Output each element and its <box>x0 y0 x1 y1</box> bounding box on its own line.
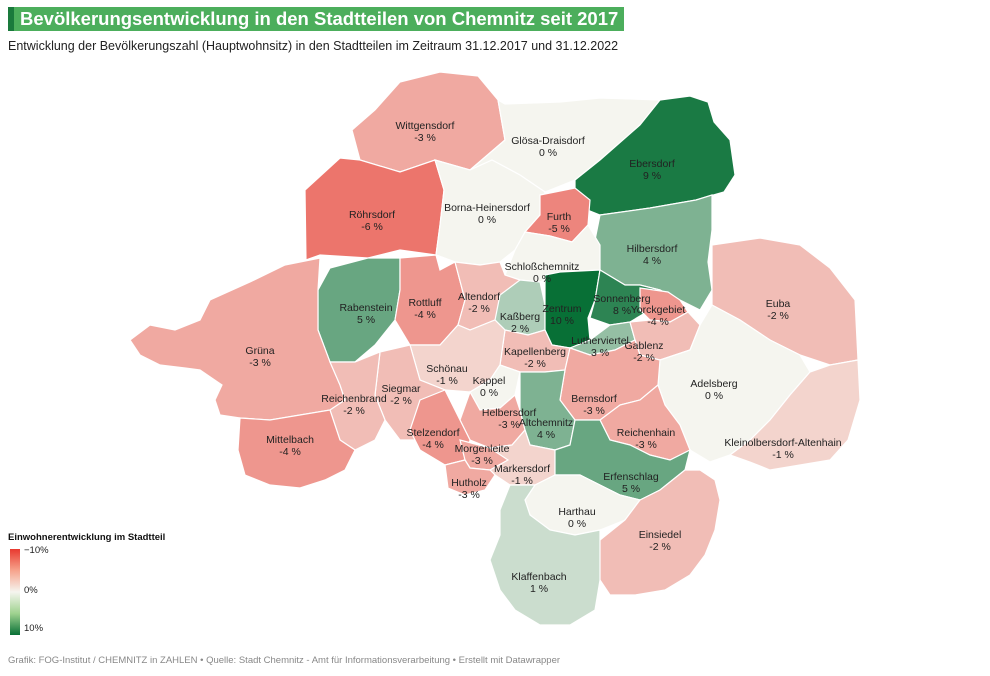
legend-title: Einwohnerentwicklung im Stadtteil <box>8 532 166 543</box>
district-value-kapellenberg: -2 % <box>524 358 546 370</box>
district-label-adelsberg: Adelsberg <box>690 378 737 390</box>
district-value-rottluff: -4 % <box>414 309 436 321</box>
district-value-mittelbach: -4 % <box>279 446 301 458</box>
district-label-borna-heinersdorf: Borna-Heinersdorf <box>444 202 530 214</box>
district-value-gablenz: -2 % <box>633 352 655 364</box>
district-mittelbach[interactable] <box>237 409 356 489</box>
district-value-furth: -5 % <box>548 223 570 235</box>
district-klaffenbach[interactable] <box>489 484 601 626</box>
district-label-lutherviertel: Lutherviertel <box>571 335 629 347</box>
district-value-helbersdorf: -3 % <box>498 419 520 431</box>
district-label-helbersdorf: Helbersdorf <box>482 407 536 419</box>
district-label-einsiedel: Einsiedel <box>639 529 682 541</box>
district-label-gloesa-draisdorf: Glösa-Draisdorf <box>511 135 585 147</box>
district-value-hilbersdorf: 4 % <box>643 255 661 267</box>
district-value-schoenau: -1 % <box>436 375 458 387</box>
district-label-erfenschlag: Erfenschlag <box>603 471 659 483</box>
district-value-harthau: 0 % <box>568 518 586 530</box>
district-label-markersdorf: Markersdorf <box>494 463 550 475</box>
district-label-furth: Furth <box>547 211 572 223</box>
district-label-reichenbrand: Reichenbrand <box>321 393 387 405</box>
legend: Einwohnerentwicklung im Stadtteil −10% 0… <box>8 532 208 635</box>
district-label-klaffenbach: Klaffenbach <box>511 571 566 583</box>
district-hutholz[interactable] <box>444 459 496 496</box>
district-label-schlosschemnitz: Schloßchemnitz <box>505 261 580 273</box>
district-gruena[interactable] <box>129 257 346 421</box>
district-value-wittgensdorf: -3 % <box>414 132 436 144</box>
district-label-rabenstein: Rabenstein <box>339 302 392 314</box>
district-label-sonnenberg: Sonnenberg <box>593 293 650 305</box>
legend-tick-positive: 10% <box>24 623 44 634</box>
district-label-altendorf: Altendorf <box>458 291 500 303</box>
district-value-bernsdorf: -3 % <box>583 405 605 417</box>
district-value-hutholz: -3 % <box>458 489 480 501</box>
district-label-rottluff: Rottluff <box>408 297 441 309</box>
district-value-siegmar: -2 % <box>390 395 412 407</box>
district-kleinolbersdorf-altenhain[interactable] <box>728 359 861 471</box>
district-value-kleinolbersdorf-altenhain: -1 % <box>772 449 794 461</box>
district-label-harthau: Harthau <box>558 506 596 518</box>
district-value-ebersdorf: 9 % <box>643 170 661 182</box>
legend-tick-zero: 0% <box>24 585 38 596</box>
district-value-adelsberg: 0 % <box>705 390 723 402</box>
district-value-stelzendorf: -4 % <box>422 439 444 451</box>
district-label-kappel: Kappel <box>473 375 506 387</box>
district-label-gablenz: Gablenz <box>624 340 663 352</box>
district-label-euba: Euba <box>766 298 791 310</box>
district-label-roehrsdorf: Röhrsdorf <box>349 209 395 221</box>
district-label-altchemnitz: Altchemnitz <box>519 417 573 429</box>
district-label-hutholz: Hutholz <box>451 477 487 489</box>
district-value-roehrsdorf: -6 % <box>361 221 383 233</box>
district-value-kappel: 0 % <box>480 387 498 399</box>
district-label-ebersdorf: Ebersdorf <box>629 158 675 170</box>
district-value-altchemnitz: 4 % <box>537 429 555 441</box>
district-value-markersdorf: -1 % <box>511 475 533 487</box>
footer-credit: Grafik: FOG-Institut / CHEMNITZ in ZAHLE… <box>8 655 561 666</box>
district-value-morgenleite: -3 % <box>471 455 493 467</box>
district-label-kleinolbersdorf-altenhain: Kleinolbersdorf-Altenhain <box>724 437 841 449</box>
district-value-reichenbrand: -2 % <box>343 405 365 417</box>
district-value-yorckgebiet: -4 % <box>647 316 669 328</box>
district-label-yorckgebiet: Yorckgebiet <box>631 304 686 316</box>
district-label-siegmar: Siegmar <box>381 383 421 395</box>
district-label-zentrum: Zentrum <box>542 303 581 315</box>
district-value-rabenstein: 5 % <box>357 314 375 326</box>
legend-tick-negative: −10% <box>24 545 49 556</box>
district-label-kassberg: Kaßberg <box>500 311 540 323</box>
district-value-erfenschlag: 5 % <box>622 483 640 495</box>
page-subtitle: Entwicklung der Bevölkerungszahl (Hauptw… <box>8 39 619 53</box>
district-value-lutherviertel: 3 % <box>591 347 609 359</box>
district-value-einsiedel: -2 % <box>649 541 671 553</box>
district-value-gloesa-draisdorf: 0 % <box>539 147 557 159</box>
district-value-schlosschemnitz: 0 % <box>533 273 551 285</box>
district-value-sonnenberg: 8 % <box>613 305 631 317</box>
district-value-borna-heinersdorf: 0 % <box>478 214 496 226</box>
district-value-kassberg: 2 % <box>511 323 529 335</box>
district-label-mittelbach: Mittelbach <box>266 434 314 446</box>
district-label-kapellenberg: Kapellenberg <box>504 346 566 358</box>
district-label-gruena: Grüna <box>245 345 274 357</box>
title-bar: Bevölkerungsentwicklung in den Stadtteil… <box>8 7 625 31</box>
legend-color-scale <box>10 549 20 635</box>
district-label-hilbersdorf: Hilbersdorf <box>627 243 678 255</box>
district-label-stelzendorf: Stelzendorf <box>406 427 459 439</box>
district-label-wittgensdorf: Wittgensdorf <box>396 120 455 132</box>
district-value-reichenhain: -3 % <box>635 439 657 451</box>
district-label-bernsdorf: Bernsdorf <box>571 393 617 405</box>
district-value-klaffenbach: 1 % <box>530 583 548 595</box>
page-title: Bevölkerungsentwicklung in den Stadtteil… <box>14 7 625 31</box>
district-value-euba: -2 % <box>767 310 789 322</box>
district-label-morgenleite: Morgenleite <box>455 443 510 455</box>
district-label-reichenhain: Reichenhain <box>617 427 676 439</box>
district-label-schoenau: Schönau <box>426 363 468 375</box>
district-reichenbrand[interactable] <box>329 351 386 451</box>
district-value-gruena: -3 % <box>249 357 271 369</box>
district-value-altendorf: -2 % <box>468 303 490 315</box>
district-value-zentrum: 10 % <box>550 315 574 327</box>
title-accent <box>8 7 14 31</box>
